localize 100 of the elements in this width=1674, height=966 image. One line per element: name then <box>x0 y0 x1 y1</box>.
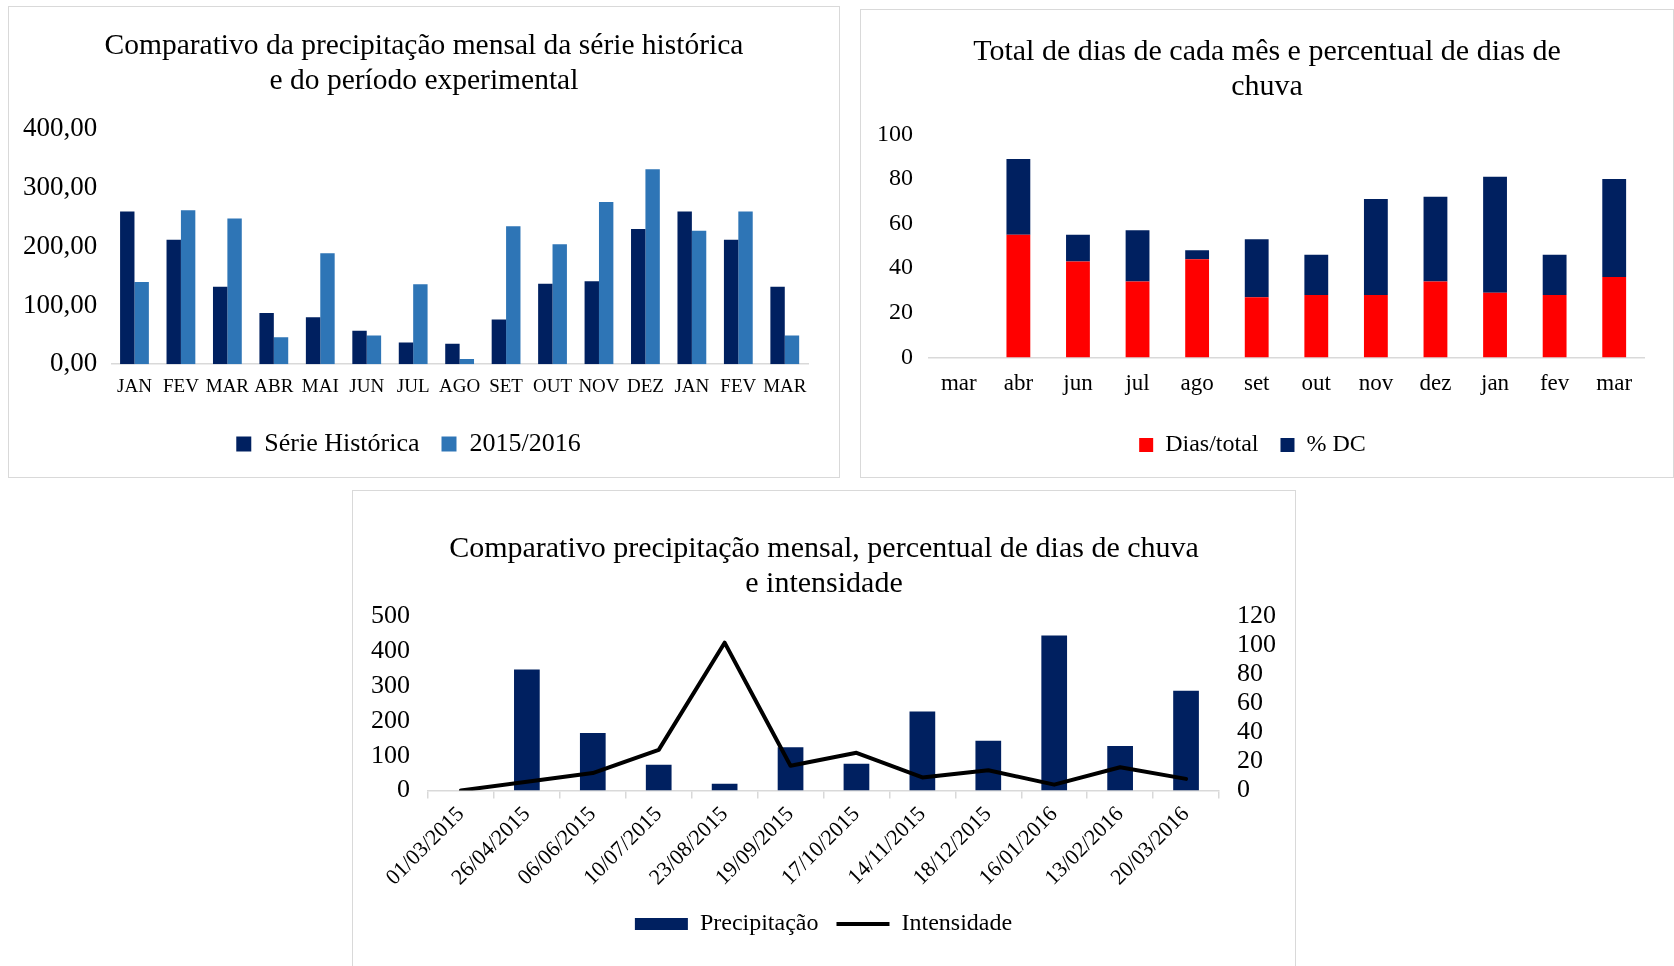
bar <box>445 343 460 365</box>
x-tick-label: mar <box>1596 370 1633 396</box>
x-tick-label: AGO <box>439 374 481 396</box>
x-tick-label: JAN <box>117 374 153 396</box>
y-tick-label: 500 <box>371 600 410 630</box>
bar <box>180 210 196 365</box>
bar <box>1041 635 1068 791</box>
x-tick-label: jan <box>1479 370 1510 396</box>
bar <box>166 239 181 365</box>
bar <box>975 740 1002 791</box>
x-tick-label: ago <box>1180 370 1214 396</box>
y-tick-label: 100 <box>371 739 410 769</box>
y-tick-label: 300,00 <box>23 171 98 202</box>
bar <box>366 335 382 365</box>
x-tick-label: DEZ <box>626 374 664 396</box>
bar <box>723 239 739 365</box>
legend-label: Precipitação <box>699 909 819 936</box>
y-tick-label: 200,00 <box>23 229 98 260</box>
chart-title: Comparativo precipitação mensal, percentual de dias de chuva e intensidade <box>448 529 1200 600</box>
bar <box>631 229 646 365</box>
bar <box>1542 294 1567 358</box>
y2-tick-label: 40 <box>1237 716 1263 746</box>
y-tick-label: 0 <box>901 342 913 369</box>
bar <box>1363 294 1388 358</box>
bar <box>538 283 553 365</box>
y2-tick-label: 100 <box>1237 629 1276 659</box>
bar <box>584 281 599 365</box>
bar <box>579 733 606 791</box>
x-tick-label: FEV <box>162 374 200 396</box>
legend-label: 2015/2016 <box>469 427 581 457</box>
y-tick-label: 100,00 <box>23 288 98 319</box>
bar <box>305 317 321 365</box>
y2-tick-label: 20 <box>1237 745 1263 775</box>
bar <box>1483 292 1507 358</box>
legend-label: Intensidade <box>901 909 1013 936</box>
x-tick-label: mar <box>940 370 978 396</box>
bar <box>120 211 135 365</box>
bar <box>320 253 335 365</box>
bar <box>843 763 870 791</box>
bar <box>738 211 753 365</box>
bar <box>1483 176 1507 293</box>
x-tick-label: NOV <box>578 374 620 396</box>
x-tick-label: set <box>1243 370 1271 396</box>
bar <box>1542 254 1567 295</box>
bar <box>1423 196 1448 282</box>
y2-tick-label: 80 <box>1237 658 1263 688</box>
bar <box>1066 261 1090 358</box>
bar <box>677 211 692 365</box>
bar <box>770 286 785 365</box>
bar <box>506 226 521 365</box>
y2-tick-label: 120 <box>1237 600 1276 630</box>
bar <box>413 284 428 365</box>
y-tick-label: 300 <box>371 669 410 699</box>
x-tick-label: FEV <box>720 374 757 396</box>
x-tick-label: JUN <box>349 374 385 396</box>
y2-tick-label: 60 <box>1237 687 1263 717</box>
bar <box>1066 234 1090 262</box>
bar <box>352 330 367 365</box>
bar <box>491 319 507 365</box>
bar <box>1185 259 1210 358</box>
x-tick-label: SET <box>489 374 524 396</box>
x-tick-label: dez <box>1419 370 1452 396</box>
x-tick-label: nov <box>1358 370 1394 396</box>
chart-title: Comparativo da precipitação mensal da série histórica e do período experimental <box>103 27 745 96</box>
x-tick-label: jul <box>1124 370 1150 396</box>
bar <box>645 764 672 791</box>
legend-label: Dias/total <box>1165 430 1259 457</box>
x-tick-label: JUL <box>396 374 430 396</box>
bar <box>1602 179 1627 278</box>
y-tick-label: 60 <box>889 208 913 235</box>
bar <box>1185 250 1210 260</box>
bar <box>398 342 414 365</box>
x-tick-label: MAI <box>301 374 339 396</box>
bar <box>212 286 228 365</box>
legend-label: Série Histórica <box>264 427 420 457</box>
x-tick-label: JAN <box>674 374 710 396</box>
y-tick-label: 400,00 <box>23 112 98 143</box>
x-tick-label: fev <box>1539 370 1570 396</box>
bar <box>1006 234 1031 358</box>
bar <box>645 169 660 365</box>
x-tick-label: out <box>1301 370 1332 396</box>
bar <box>1107 745 1133 791</box>
bar <box>1244 297 1269 358</box>
bar <box>514 669 540 791</box>
y-tick-label: 0 <box>397 774 410 804</box>
bar <box>1304 294 1329 358</box>
bar <box>1173 690 1199 791</box>
bar <box>134 281 149 365</box>
bar <box>598 202 614 365</box>
y-tick-label: 40 <box>889 253 913 280</box>
x-tick-label: MAR <box>763 374 807 396</box>
y-tick-label: 400 <box>371 635 410 665</box>
bar <box>552 244 567 365</box>
y2-tick-label: 0 <box>1237 774 1250 804</box>
bar <box>259 313 274 365</box>
bar <box>1602 277 1627 358</box>
y-tick-label: 0,00 <box>50 347 98 378</box>
bar <box>1304 254 1329 295</box>
bar <box>909 711 936 791</box>
bar <box>1423 281 1448 358</box>
